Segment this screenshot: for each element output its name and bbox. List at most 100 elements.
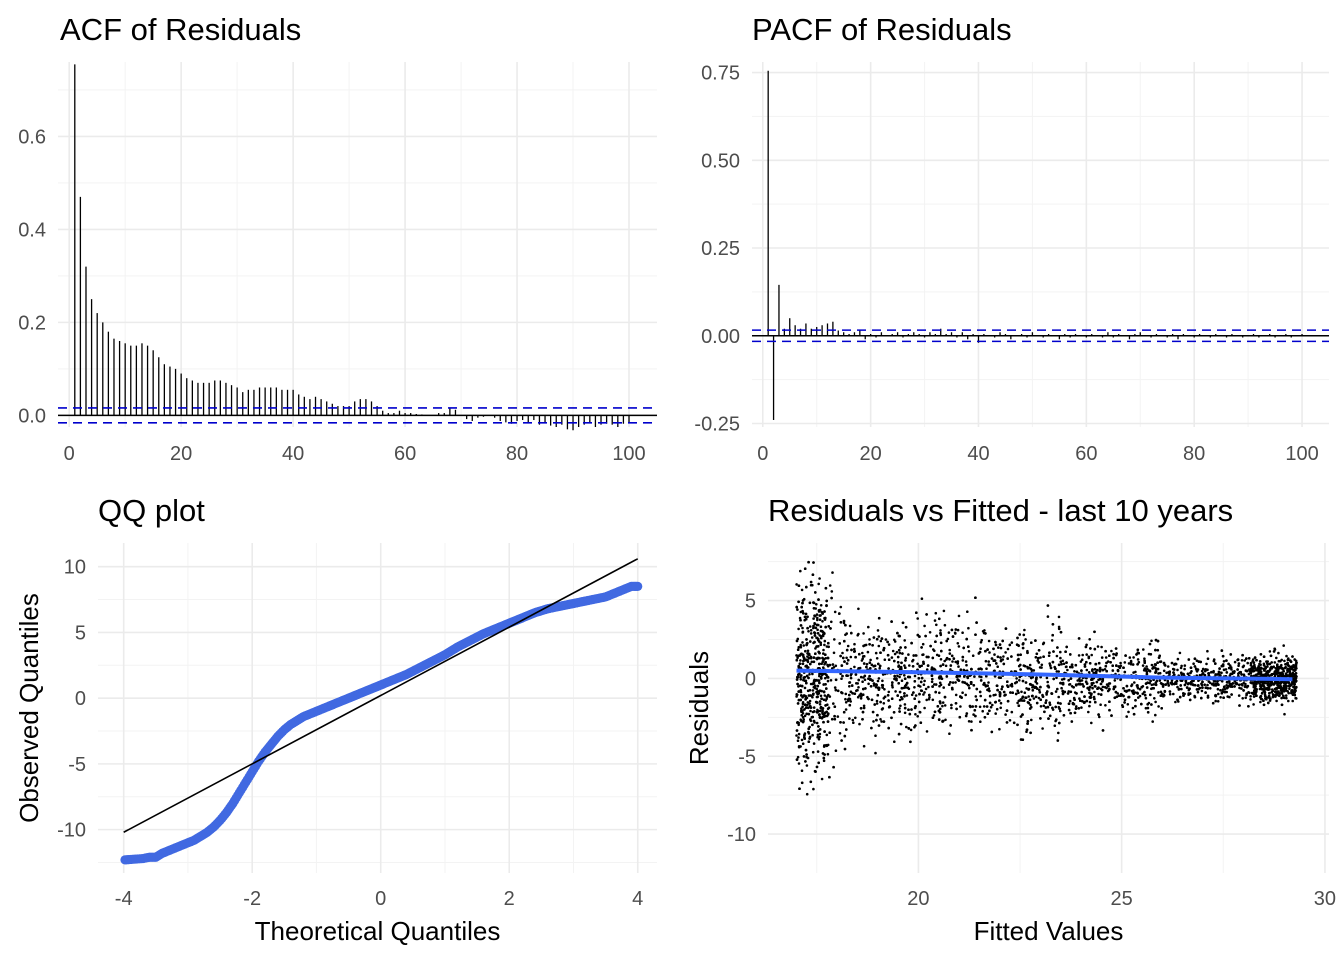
residual-point — [1049, 666, 1053, 670]
residual-point — [950, 686, 954, 690]
residual-point — [910, 693, 914, 697]
residual-point — [977, 667, 980, 671]
residual-point — [1066, 692, 1070, 695]
residual-point — [1217, 670, 1221, 674]
residual-point — [904, 666, 907, 669]
residual-point — [853, 692, 857, 695]
residual-point — [822, 648, 825, 652]
residual-point — [1221, 654, 1225, 658]
residual-point — [799, 645, 803, 649]
residual-point — [890, 684, 894, 687]
residual-point — [900, 696, 903, 699]
residual-point — [979, 641, 983, 644]
residual-point — [1267, 688, 1270, 691]
residual-point — [882, 720, 886, 723]
residual-point — [1005, 721, 1009, 724]
residual-point — [970, 728, 973, 732]
residual-point — [881, 673, 885, 676]
residual-point — [845, 656, 848, 660]
residual-point — [1077, 707, 1081, 710]
residual-point — [1150, 639, 1153, 643]
residual-point — [807, 676, 810, 680]
residual-point — [817, 725, 820, 728]
residual-point — [901, 652, 904, 655]
residual-point — [956, 642, 960, 645]
residual-point — [841, 674, 844, 678]
residual-point — [982, 705, 986, 708]
residual-point — [817, 729, 820, 733]
residual-point — [800, 605, 803, 609]
residual-point — [896, 631, 899, 635]
residual-point — [967, 650, 971, 653]
residual-point — [1154, 638, 1158, 642]
residual-point — [857, 678, 860, 682]
residual-point — [817, 638, 820, 642]
residual-point — [929, 644, 932, 648]
residual-point — [887, 690, 891, 694]
residual-point — [1154, 663, 1157, 667]
residual-point — [1030, 641, 1033, 644]
residual-point — [1026, 720, 1030, 723]
residual-point — [1088, 662, 1092, 665]
residual-point — [1123, 701, 1126, 704]
x-tick-label: 20 — [860, 443, 882, 465]
residual-point — [1262, 664, 1266, 667]
residual-point — [1241, 697, 1244, 700]
residual-point — [818, 689, 822, 692]
residual-point — [1035, 677, 1038, 681]
residual-point — [800, 709, 803, 712]
residual-point — [876, 629, 880, 632]
residual-point — [919, 689, 923, 692]
residual-point — [845, 662, 849, 665]
residual-point — [1286, 663, 1290, 667]
residual-point — [862, 655, 866, 658]
residual-point — [1083, 665, 1087, 668]
residual-point — [1138, 694, 1142, 698]
residual-point — [963, 681, 966, 684]
residual-point — [1275, 672, 1278, 676]
residual-point — [955, 675, 958, 679]
residual-point — [875, 657, 879, 660]
x-tick-label: -2 — [243, 888, 261, 910]
residual-point — [872, 682, 876, 685]
residual-point — [1252, 703, 1255, 706]
residual-point — [1056, 701, 1060, 705]
residual-point — [1021, 695, 1025, 699]
residual-point — [816, 733, 820, 737]
residual-point — [1090, 721, 1093, 725]
residual-point — [903, 664, 906, 667]
residual-point — [1113, 679, 1117, 682]
residual-point — [1149, 693, 1152, 697]
residual-point — [910, 708, 913, 711]
residual-point — [813, 634, 817, 637]
residual-point — [1216, 700, 1220, 703]
residual-point — [1010, 641, 1014, 644]
residual-point — [795, 758, 799, 761]
residual-point — [1034, 695, 1038, 699]
residual-point — [797, 732, 801, 736]
residual-point — [832, 765, 835, 769]
residual-point — [872, 684, 876, 687]
residual-point — [903, 639, 906, 642]
residual-point — [842, 621, 846, 625]
residual-point — [1206, 696, 1210, 699]
residual-point — [1099, 703, 1102, 706]
residual-point — [996, 688, 999, 692]
residual-point — [829, 627, 832, 630]
residual-point — [1258, 668, 1261, 671]
residual-point — [938, 700, 942, 703]
residual-point — [1156, 667, 1160, 671]
residual-point — [1019, 668, 1022, 671]
residual-point — [931, 716, 935, 719]
residual-point — [1238, 686, 1241, 690]
y-tick-label: 0.00 — [701, 326, 740, 348]
residual-point — [979, 694, 982, 698]
residual-point — [846, 699, 850, 703]
residual-point — [1134, 704, 1137, 708]
residual-point — [1219, 696, 1222, 699]
residual-point — [1038, 666, 1042, 669]
residual-point — [897, 648, 901, 652]
residual-point — [974, 705, 978, 708]
residual-point — [848, 703, 852, 707]
